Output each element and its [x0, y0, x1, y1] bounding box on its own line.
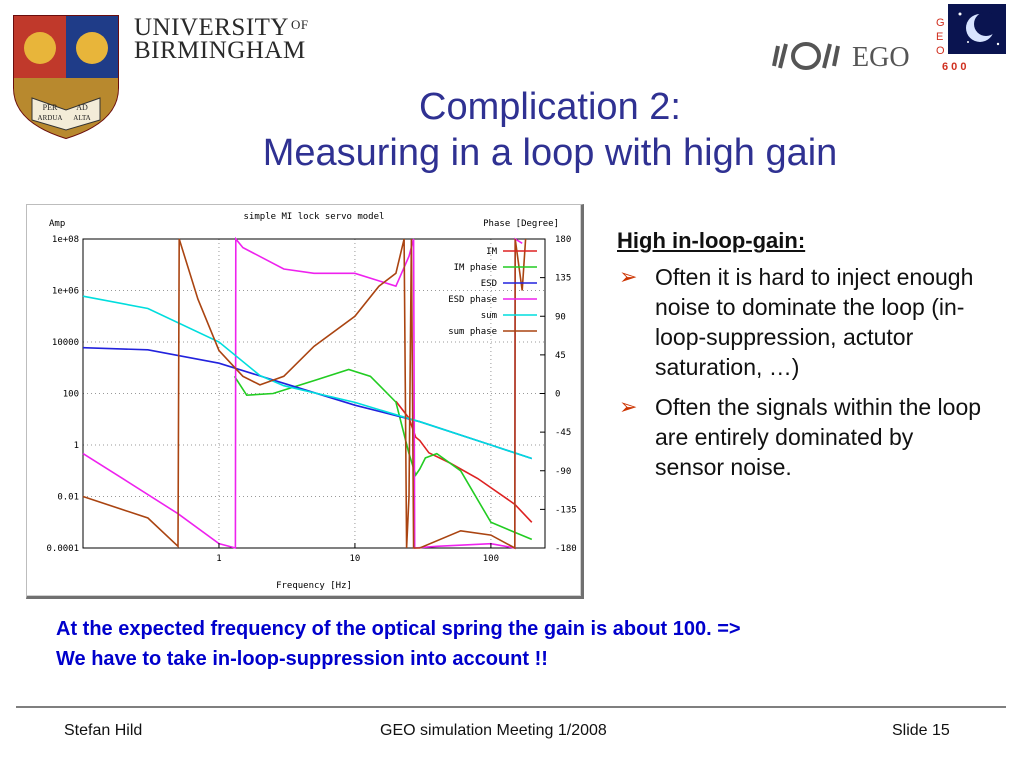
y-tick-label-left: 0.0001 — [46, 544, 79, 554]
y-tick-label-left: 1e+06 — [52, 287, 79, 297]
geo-letter-e: E — [936, 31, 943, 43]
ego-logo: EGO — [772, 42, 910, 73]
arrow-bullet-icon: ➢ — [619, 394, 638, 419]
series-line-sum — [82, 295, 533, 460]
legend-label: sum phase — [448, 327, 497, 337]
bullet-item: ➢ Often it is hard to inject enough nois… — [617, 262, 985, 382]
y-tick-label-right: 90 — [555, 312, 566, 322]
y-tick-label-right: -45 — [555, 428, 571, 438]
x-tick-label: 1 — [216, 554, 221, 564]
y-tick-label-right: -180 — [555, 544, 577, 554]
crest-motto-ad: AD — [76, 103, 88, 112]
slide-title-line2: Measuring in a loop with high gain — [262, 132, 838, 174]
geo-letter-o: O — [936, 45, 945, 57]
bullet-text: Often it is hard to inject enough noise … — [655, 264, 974, 380]
bullet-item: ➢ Often the signals within the loop are … — [617, 392, 985, 482]
series-line-sum-phase — [82, 238, 527, 550]
y-tick-label-right: 45 — [555, 351, 566, 361]
y-tick-label-right: 0 — [555, 390, 560, 400]
footer-author: Stefan Hild — [64, 722, 143, 739]
university-of: OF — [291, 17, 309, 32]
y-tick-label-left: 100 — [63, 390, 79, 400]
footer-meeting: GEO simulation Meeting 1/2008 — [380, 722, 607, 739]
legend-label: IM — [486, 247, 497, 257]
y-tick-label-right: -135 — [555, 505, 577, 515]
y-tick-label-left: 10000 — [52, 338, 79, 348]
bullet-text: Often the signals within the loop are en… — [655, 394, 982, 480]
slide-title: Complication 2: Measuring in a loop with… — [0, 84, 1024, 176]
bullet-panel: High in-loop-gain: ➢ Often it is hard to… — [617, 228, 1017, 492]
bullet-heading: High in-loop-gain: — [617, 228, 806, 253]
university-line1: UNIVERSITY — [134, 14, 289, 41]
footer-divider — [16, 706, 1006, 708]
university-name: UNIVERSITY OF BIRMINGHAM — [134, 14, 309, 64]
y-tick-label-left: 1e+08 — [52, 235, 79, 245]
chart-title: simple MI lock servo model — [244, 212, 385, 222]
geo-letter-g: G — [936, 17, 945, 29]
y-axis-left-label: Amp — [49, 219, 65, 229]
ego-text: EGO — [852, 42, 910, 73]
y-tick-label-right: -90 — [555, 467, 571, 477]
footer-slide-number: Slide 15 — [892, 722, 950, 739]
conclusion-line2: We have to take in-loop-suppression into… — [56, 648, 548, 670]
legend-label: IM phase — [454, 263, 497, 273]
university-crest-logo: PER AD ARDUA ALTA — [13, 15, 119, 140]
y-tick-label-right: 180 — [555, 235, 571, 245]
x-tick-label: 100 — [483, 554, 499, 564]
y-axis-right-label: Phase [Degree] — [483, 219, 559, 229]
crest-motto-ardua: ARDUA — [38, 114, 63, 122]
legend-label: ESD phase — [448, 295, 497, 305]
x-tick-label: 10 — [350, 554, 361, 564]
legend-label: sum — [481, 311, 497, 321]
geo600-logo: G E O 6 0 0 — [936, 4, 1006, 73]
arrow-bullet-icon: ➢ — [619, 264, 638, 289]
bode-plot-chart: 1 10 100 1e+08 1e+06 10000 100 1 0.01 0.0001 180 13… — [27, 205, 580, 595]
legend-label: ESD — [481, 279, 497, 289]
conclusion-line1: At the expected frequency of the optical… — [56, 618, 741, 640]
slide-title-line1: Complication 2: — [419, 86, 681, 128]
crest-motto-alta: ALTA — [73, 114, 90, 122]
series-line-im — [395, 400, 533, 523]
y-tick-label-left: 0.01 — [57, 493, 79, 503]
y-tick-label-left: 1 — [74, 441, 79, 451]
x-axis-label: Frequency [Hz] — [276, 581, 352, 591]
crest-motto-per: PER — [43, 103, 58, 112]
conclusion-text: At the expected frequency of the optical… — [56, 614, 956, 674]
university-line2: BIRMINGHAM — [134, 37, 306, 64]
y-tick-label-right: 135 — [555, 274, 571, 284]
plot-frame: 1 10 100 1e+08 1e+06 10000 100 1 0.01 0.0001 180 13… — [26, 204, 584, 599]
geo-number: 6 0 0 — [942, 61, 966, 73]
